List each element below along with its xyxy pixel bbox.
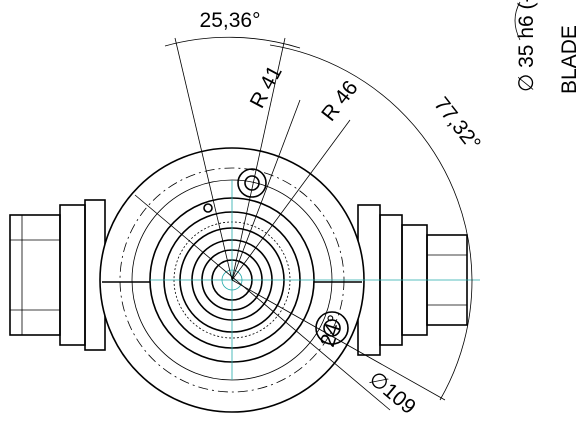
blade-label: BLADE	[558, 25, 581, 94]
angle-right: 77,32°	[429, 93, 485, 155]
diameter: ∅109	[364, 367, 420, 419]
shaft-dimension: ∅ 35 h6 (-	[515, 0, 538, 92]
radius-large: R 46	[317, 76, 362, 125]
drawing: 25,36° R 41 R 46 77,32° 24° ∅109 ∅ 35 h6…	[0, 0, 582, 432]
main-body	[100, 148, 480, 412]
left-housing	[10, 200, 105, 350]
radius-small: R 41	[246, 62, 287, 112]
angle-top: 25,36°	[200, 9, 261, 32]
